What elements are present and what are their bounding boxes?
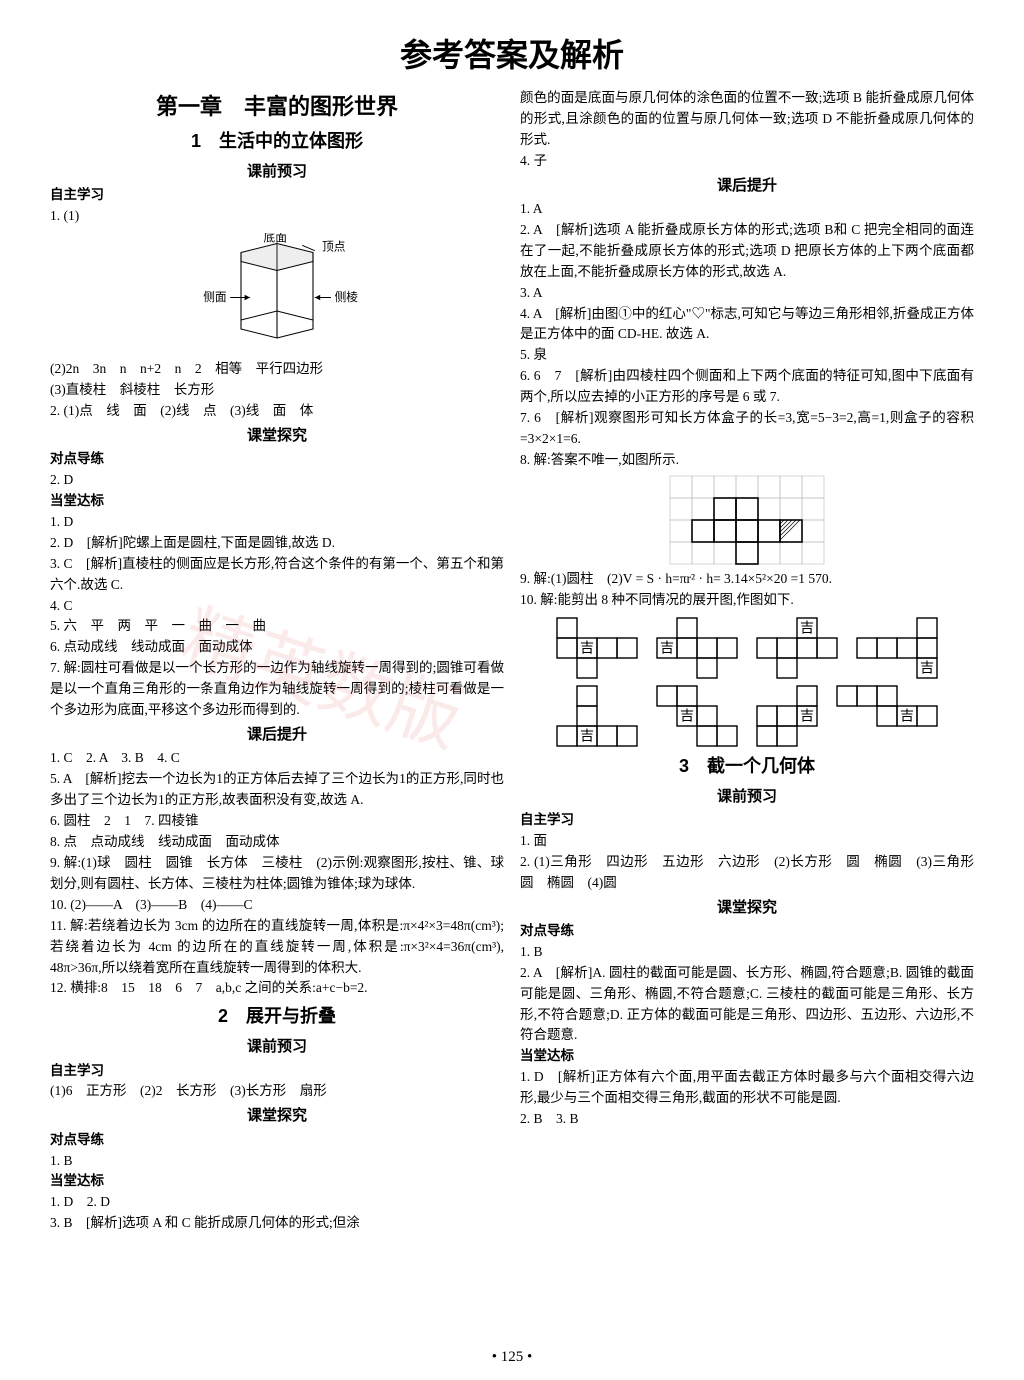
self-study-label: 自主学习	[50, 1061, 504, 1082]
text-line: 颜色的面是底面与原几何体的涂色面的位置不一致;选项 B 能折叠成原几何体的形式,…	[520, 88, 974, 151]
text-line: 1. 面	[520, 831, 974, 852]
text-line: 1. D [解析]正方体有六个面,用平面去截正方体时最多与六个面相交得六边形,最…	[520, 1067, 974, 1109]
text-line: 10. (2)——A (3)——B (4)——C	[50, 895, 504, 916]
text-line: 2. D [解析]陀螺上面是圆柱,下面是圆锥,故选 D.	[50, 533, 504, 554]
prism-top-label: 底面	[264, 233, 288, 245]
svg-text:吉: 吉	[800, 620, 814, 636]
text-line: 4. C	[50, 596, 504, 617]
svg-text:吉: 吉	[900, 708, 914, 724]
text-line: 5. 六 平 两 平 一 曲 一 曲	[50, 616, 504, 637]
section-1-title: 1 生活中的立体图形	[50, 128, 504, 156]
text-line: 1. C 2. A 3. B 4. C	[50, 748, 504, 769]
point-train-label: 对点导练	[50, 449, 504, 470]
text-line: (1)6 正方形 (2)2 长方形 (3)长方形 扇形	[50, 1081, 504, 1102]
after-class-heading: 课后提升	[520, 174, 974, 197]
text-line: 1. D 2. D	[50, 1192, 504, 1213]
text-line: 2. D	[50, 470, 504, 491]
point-train-label: 对点导练	[50, 1130, 504, 1151]
text-line: 2. B 3. B	[520, 1109, 974, 1130]
text-line: 3. C [解析]直棱柱的侧面应是长方形,符合这个条件的有第一个、第五个和第六个…	[50, 554, 504, 596]
text-line: 2. (1)点 线 面 (2)线 点 (3)线 面 体	[50, 401, 504, 422]
prism-figure: 底面 顶点 侧面 侧棱	[50, 233, 504, 353]
text-line: 2. (1)三角形 四边形 五边形 六边形 (2)长方形 圆 椭圆 (3)三角形…	[520, 852, 974, 894]
svg-text:吉: 吉	[800, 708, 814, 724]
net-grid-figure	[520, 475, 974, 565]
text-line: 1. B	[520, 942, 974, 963]
text-line: 2. A [解析]A. 圆柱的截面可能是圆、长方形、椭圆,符合题意;B. 圆锥的…	[520, 963, 974, 1047]
item-1-1: 1. (1)	[50, 206, 504, 227]
text-line: 10. 解:能剪出 8 种不同情况的展开图,作图如下.	[520, 590, 974, 611]
preview-heading: 课前预习	[50, 160, 504, 183]
text-line: 7. 解:圆柱可看做是以一个长方形的一边作为轴线旋转一周得到的;圆锥可看做是以一…	[50, 658, 504, 721]
page-title: 参考答案及解析	[50, 30, 974, 76]
text-line: (2)2n 3n n n+2 n 2 相等 平行四边形	[50, 359, 504, 380]
in-class-label: 当堂达标	[520, 1046, 974, 1067]
text-line: 6. 点动成线 线动成面 面动成体	[50, 637, 504, 658]
svg-text:吉: 吉	[680, 708, 694, 724]
text-line: 8. 点 点动成线 线动成面 面动成体	[50, 832, 504, 853]
chapter-title: 第一章 丰富的图形世界	[50, 90, 504, 124]
text-line: 5. 泉	[520, 345, 974, 366]
text-line: 4. A [解析]由图①中的红心"♡"标志,可知它与等边三角形相邻,折叠成正方体…	[520, 304, 974, 346]
text-line: 1. B	[50, 1151, 504, 1172]
left-column: 第一章 丰富的图形世界 1 生活中的立体图形 课前预习 自主学习 1. (1) …	[50, 88, 504, 1234]
right-column: 颜色的面是底面与原几何体的涂色面的位置不一致;选项 B 能折叠成原几何体的形式,…	[520, 88, 974, 1234]
svg-text:吉: 吉	[580, 640, 594, 656]
page-number: • 125 •	[0, 1349, 1024, 1366]
text-line: 4. 子	[520, 151, 974, 172]
text-line: 5. A [解析]挖去一个边长为1的正方体后去掉了三个边长为1的正方形,同时也多…	[50, 769, 504, 811]
two-column-layout: 第一章 丰富的图形世界 1 生活中的立体图形 课前预习 自主学习 1. (1) …	[50, 88, 974, 1234]
in-class-label: 当堂达标	[50, 491, 504, 512]
text-line: 11. 解:若绕着边长为 3cm 的边所在的直线旋转一周,体积是:π×4²×3=…	[50, 916, 504, 979]
svg-text:吉: 吉	[580, 728, 594, 744]
prism-edge-label: 侧棱	[335, 291, 359, 304]
svg-text:吉: 吉	[660, 640, 674, 656]
after-class-heading: 课后提升	[50, 723, 504, 746]
text-line: 9. 解:(1)球 圆柱 圆锥 长方体 三棱柱 (2)示例:观察图形,按柱、锥、…	[50, 853, 504, 895]
point-train-label: 对点导练	[520, 921, 974, 942]
self-study-label: 自主学习	[520, 810, 974, 831]
text-line: 9. 解:(1)圆柱 (2)V = S · h=πr² · h= 3.14×5²…	[520, 569, 974, 590]
classroom-heading: 课堂探究	[50, 1104, 504, 1127]
prism-side-label: 侧面	[203, 291, 227, 304]
section-2-title: 2 展开与折叠	[50, 1003, 504, 1031]
text-line: 1. A	[520, 199, 974, 220]
section-3-title: 3 截一个几何体	[520, 753, 974, 781]
text-line: 3. B [解析]选项 A 和 C 能折成原几何体的形式;但涂	[50, 1213, 504, 1234]
text-line: 12. 横排:8 15 18 6 7 a,b,c 之间的关系:a+c−b=2.	[50, 978, 504, 999]
text-line: 3. A	[520, 283, 974, 304]
text-line: 6. 6 7 [解析]由四棱柱四个侧面和上下两个底面的特征可知,图中下底面有两个…	[520, 366, 974, 408]
text-line: 1. D	[50, 512, 504, 533]
preview-heading: 课前预习	[520, 785, 974, 808]
net-row-2: 吉 吉 吉 吉	[520, 685, 974, 747]
classroom-heading: 课堂探究	[520, 896, 974, 919]
preview-heading: 课前预习	[50, 1035, 504, 1058]
net-row-1: 吉 吉 吉 吉	[520, 617, 974, 679]
self-study-label: 自主学习	[50, 185, 504, 206]
in-class-label: 当堂达标	[50, 1171, 504, 1192]
text-line: 7. 6 [解析]观察图形可知长方体盒子的长=3,宽=5−3=2,高=1,则盒子…	[520, 408, 974, 450]
text-line: (3)直棱柱 斜棱柱 长方形	[50, 380, 504, 401]
text-line: 6. 圆柱 2 1 7. 四棱锥	[50, 811, 504, 832]
svg-text:吉: 吉	[920, 660, 934, 676]
classroom-heading: 课堂探究	[50, 424, 504, 447]
prism-vertex-label: 顶点	[322, 241, 346, 254]
text-line: 8. 解:答案不唯一,如图所示.	[520, 450, 974, 471]
text-line: 2. A [解析]选项 A 能折叠成原长方体的形式;选项 B和 C 把完全相同的…	[520, 220, 974, 283]
